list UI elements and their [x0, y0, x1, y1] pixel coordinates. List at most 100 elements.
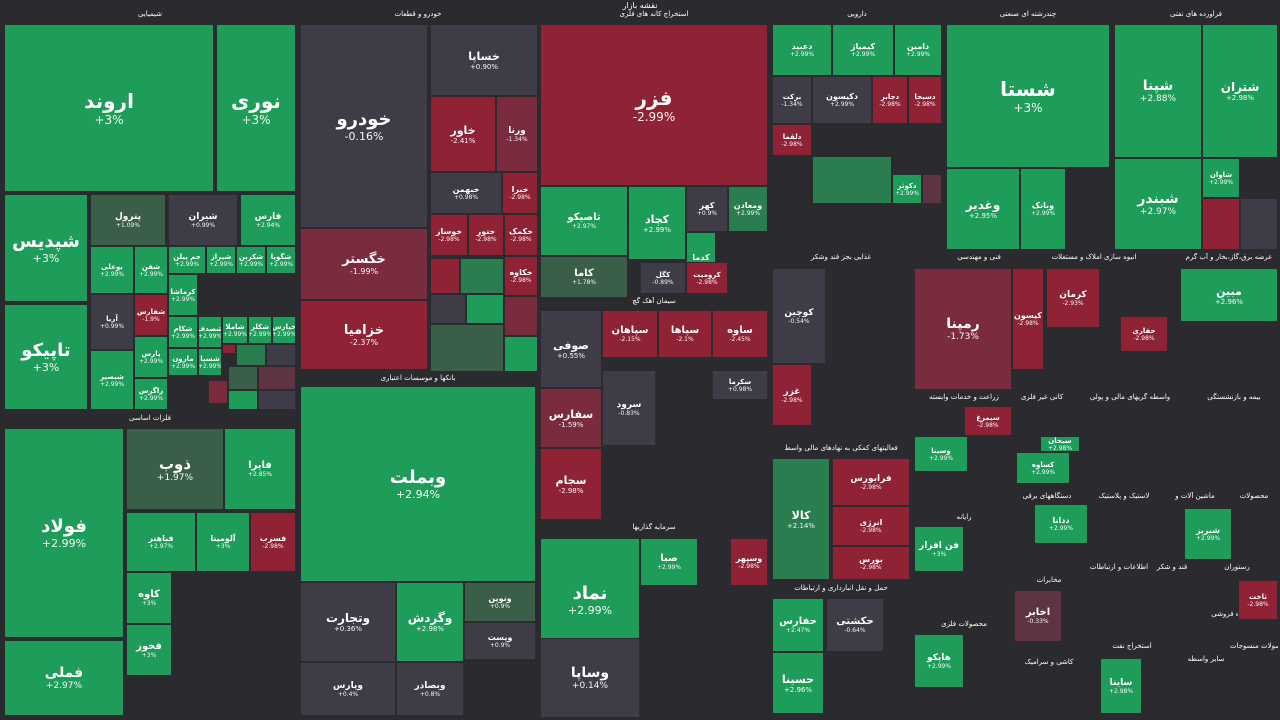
stock-tile-small[interactable]: [430, 294, 466, 324]
stock-tile-small[interactable]: [258, 366, 296, 390]
stock-tile[interactable]: فخوز +3%: [126, 624, 172, 676]
stock-tile[interactable]: سپاها -2.1%: [658, 310, 712, 358]
stock-tile[interactable]: وپست +0.9%: [464, 622, 536, 660]
stock-tile-small[interactable]: [258, 390, 296, 410]
stock-tile-small[interactable]: [236, 344, 266, 366]
stock-tile-small[interactable]: [1240, 198, 1278, 250]
stock-tile[interactable]: شاوان +2.99%: [1202, 158, 1240, 198]
stock-tile[interactable]: فملی +2.97%: [4, 640, 124, 716]
stock-tile-small[interactable]: [460, 258, 504, 294]
stock-tile-small[interactable]: [1202, 198, 1240, 250]
stock-tile[interactable]: شسپا +2.99%: [198, 348, 222, 376]
stock-tile-small[interactable]: [430, 258, 460, 294]
stock-tile[interactable]: مارون +2.99%: [168, 348, 198, 376]
stock-tile[interactable]: فزر -2.99%: [540, 24, 768, 186]
stock-tile[interactable]: دامین +2.99%: [894, 24, 942, 76]
stock-tile[interactable]: حفاری -2.98%: [1120, 316, 1168, 352]
stock-tile[interactable]: سرود -0.83%: [602, 370, 656, 446]
stock-tile[interactable]: خپارس +2.99%: [272, 316, 296, 344]
stock-tile[interactable]: انرژی -2.98%: [832, 506, 910, 546]
stock-tile[interactable]: شتران +2.98%: [1202, 24, 1278, 158]
stock-tile-small[interactable]: [208, 380, 228, 404]
stock-tile[interactable]: فن افزار +3%: [914, 526, 964, 572]
stock-tile[interactable]: آریا +0.99%: [90, 294, 134, 350]
stock-tile[interactable]: پارس +2.99%: [134, 336, 168, 378]
stock-tile[interactable]: وبصادر +0.8%: [396, 662, 464, 716]
stock-tile[interactable]: حفارس +2.47%: [772, 598, 824, 652]
stock-tile[interactable]: صوفی +0.55%: [540, 310, 602, 388]
stock-tile[interactable]: شبندر +2.97%: [1114, 158, 1202, 250]
stock-tile[interactable]: وسینا +2.99%: [914, 436, 968, 472]
stock-tile[interactable]: شپدیس +3%: [4, 194, 88, 302]
stock-tile[interactable]: بورس -2.98%: [832, 546, 910, 580]
stock-tile[interactable]: شبریز +2.99%: [1184, 508, 1232, 560]
stock-tile[interactable]: وغدیر +2.95%: [946, 168, 1020, 250]
stock-tile[interactable]: خکمک -2.98%: [504, 214, 538, 256]
stock-tile[interactable]: خساپا +0.90%: [430, 24, 538, 96]
stock-tile[interactable]: خزامیا -2.37%: [300, 300, 428, 370]
stock-tile-small[interactable]: [430, 324, 504, 372]
stock-tile[interactable]: سبحان +2.98%: [1040, 436, 1080, 452]
stock-tile[interactable]: تاپیکو +3%: [4, 304, 88, 410]
stock-tile[interactable]: ختور -2.98%: [468, 214, 504, 256]
stock-tile[interactable]: وساپا +0.14%: [540, 638, 640, 718]
stock-tile[interactable]: جم پیلن +2.99%: [168, 246, 206, 274]
stock-tile[interactable]: شفن +2.99%: [134, 246, 168, 294]
stock-tile[interactable]: وبانک +2.99%: [1020, 168, 1066, 250]
stock-tile[interactable]: نوری +3%: [216, 24, 296, 192]
stock-tile[interactable]: خبرا -2.98%: [502, 172, 538, 214]
stock-tile[interactable]: کاوه +3%: [126, 572, 172, 624]
stock-tile[interactable]: شفارس -1.9%: [134, 294, 168, 336]
stock-tile[interactable]: سجام -2.98%: [540, 448, 602, 520]
stock-tile[interactable]: آلومینا +3%: [196, 512, 250, 572]
stock-tile[interactable]: خوساز -2.98%: [430, 214, 468, 256]
stock-tile[interactable]: دلقما -2.98%: [772, 124, 812, 156]
stock-tile[interactable]: خگستر -1.99%: [300, 228, 428, 300]
stock-tile[interactable]: دجابر -2.98%: [872, 76, 908, 124]
stock-tile[interactable]: برکت -1.34%: [772, 76, 812, 124]
stock-tile[interactable]: سیمرغ -2.98%: [964, 406, 1012, 436]
stock-tile[interactable]: سفارس -1.59%: [540, 388, 602, 448]
stock-tile[interactable]: بوعلی +2.99%: [90, 246, 134, 294]
stock-tile[interactable]: شصدف +2.99%: [198, 316, 222, 348]
stock-tile[interactable]: فارس +2.94%: [240, 194, 296, 246]
stock-tile[interactable]: کگل -0.89%: [640, 262, 686, 294]
stock-tile[interactable]: اروند +3%: [4, 24, 214, 192]
stock-tile-small[interactable]: [222, 344, 236, 354]
stock-tile[interactable]: ومعادن +2.99%: [728, 186, 768, 232]
stock-tile[interactable]: شیران +0.99%: [168, 194, 238, 246]
stock-tile[interactable]: وسپهر -2.98%: [730, 538, 768, 586]
stock-tile[interactable]: دکیسون +2.99%: [812, 76, 872, 124]
stock-tile[interactable]: پترول +1.09%: [90, 194, 166, 246]
stock-tile[interactable]: شکلر +2.99%: [248, 316, 272, 344]
stock-tile[interactable]: فایرا +2.85%: [224, 428, 296, 510]
stock-tile[interactable]: کرماشا +2.99%: [168, 274, 198, 316]
stock-tile-small[interactable]: [922, 174, 942, 204]
stock-tile[interactable]: فباهنر +2.97%: [126, 512, 196, 572]
stock-tile[interactable]: وگردش +2.98%: [396, 582, 464, 662]
stock-tile[interactable]: فسرب -2.98%: [250, 512, 296, 572]
stock-tile[interactable]: وبملت +2.94%: [300, 386, 536, 582]
stock-tile[interactable]: حکشتی -0.64%: [826, 598, 884, 652]
stock-tile[interactable]: هاپکو +2.99%: [914, 634, 964, 688]
stock-tile[interactable]: حسینا +2.96%: [772, 652, 824, 714]
stock-tile[interactable]: خبهمن +0.98%: [430, 172, 502, 214]
stock-tile[interactable]: کرومیت -2.98%: [686, 262, 728, 294]
stock-tile-small[interactable]: [228, 366, 258, 390]
stock-tile[interactable]: شاملا +2.99%: [222, 316, 248, 344]
stock-tile[interactable]: کاما +1.78%: [540, 256, 628, 298]
stock-tile[interactable]: دسبحا -2.98%: [908, 76, 942, 124]
stock-tile[interactable]: وتجارت +0.36%: [300, 582, 396, 662]
stock-tile[interactable]: فولاد +2.99%: [4, 428, 124, 638]
stock-tile[interactable]: ونوین +0.9%: [464, 582, 536, 622]
stock-tile[interactable]: خکاوه -2.98%: [504, 256, 538, 296]
stock-tile[interactable]: شگویا +2.99%: [266, 246, 296, 274]
stock-tile[interactable]: زاگرس +2.99%: [134, 378, 168, 410]
stock-tile[interactable]: کالا +2.14%: [772, 458, 830, 580]
stock-tile-small[interactable]: [812, 156, 892, 204]
stock-tile[interactable]: کرمان -2.93%: [1046, 268, 1100, 328]
stock-tile[interactable]: کیسون -2.98%: [1012, 268, 1044, 370]
stock-tile[interactable]: کساوه +2.99%: [1016, 452, 1070, 484]
stock-tile[interactable]: شیراز +2.99%: [206, 246, 236, 274]
stock-tile[interactable]: اخابر -0.33%: [1014, 590, 1062, 642]
